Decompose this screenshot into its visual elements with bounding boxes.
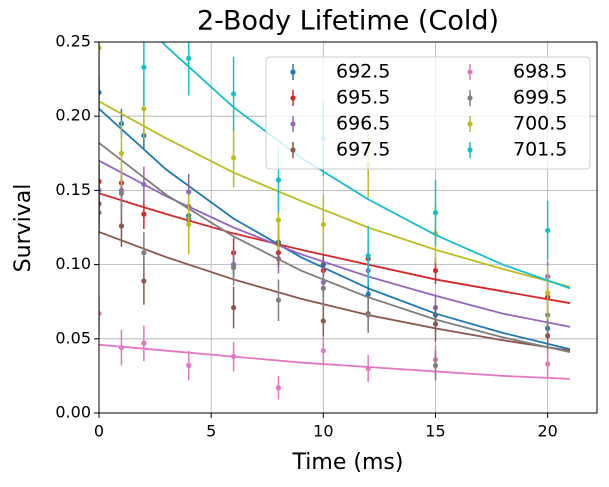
data-point <box>432 267 439 274</box>
legend-marker <box>467 95 473 101</box>
data-point <box>275 385 282 391</box>
data-point <box>275 177 282 183</box>
data-point <box>141 211 147 217</box>
fit-line <box>99 108 571 351</box>
data-point <box>141 250 147 256</box>
data-point <box>432 210 439 216</box>
legend-box <box>265 56 591 170</box>
data-point <box>545 361 551 367</box>
y-tick-label: 0.00 <box>55 403 91 422</box>
data-point <box>186 362 192 369</box>
legend-marker <box>467 69 473 75</box>
data-point <box>186 189 192 195</box>
axes-frame <box>98 41 598 414</box>
y-tick-label: 0.20 <box>55 106 91 125</box>
data-point <box>186 221 192 228</box>
legend-label: 695.5 <box>336 87 390 109</box>
x-tick-label: 0 <box>94 422 104 441</box>
data-point <box>365 253 371 259</box>
data-point <box>99 89 102 96</box>
legend-marker <box>467 121 473 127</box>
data-point <box>99 45 102 51</box>
data-point <box>320 285 326 291</box>
data-point <box>141 278 147 284</box>
y-tick-label: 0.25 <box>55 32 91 51</box>
data-point <box>141 64 147 70</box>
x-tick-label: 20 <box>537 422 557 441</box>
y-tick-label: 0.10 <box>55 254 91 273</box>
x-axis-label: Time (ms) <box>292 450 404 475</box>
data-point <box>432 362 439 369</box>
data-point <box>320 318 326 324</box>
fit-line <box>99 343 571 380</box>
data-point <box>275 297 282 303</box>
data-point <box>365 291 371 297</box>
data-point <box>230 305 237 311</box>
data-point <box>230 264 237 271</box>
legend-label: 697.5 <box>336 139 390 161</box>
y-tick-label: 0.05 <box>55 328 91 347</box>
data-point <box>230 91 237 97</box>
data-point <box>141 340 147 346</box>
data-point <box>99 210 102 216</box>
data-point <box>118 190 125 196</box>
legend-label: 700.5 <box>513 113 567 135</box>
data-point <box>365 312 371 318</box>
data-point <box>432 321 439 327</box>
fit-line <box>99 142 571 354</box>
legend-label: 701.5 <box>513 139 567 161</box>
legend-marker <box>290 95 296 101</box>
fit-line <box>160 42 571 290</box>
y-axis-label: Survival <box>11 184 36 273</box>
data-point <box>230 155 237 161</box>
fit-line <box>99 192 571 305</box>
data-point <box>186 55 192 61</box>
data-point <box>365 365 371 372</box>
data-point <box>275 217 282 223</box>
data-point <box>118 223 125 229</box>
data-point <box>320 348 326 354</box>
data-point <box>545 227 551 234</box>
y-tick-label: 0.15 <box>55 180 91 199</box>
data-point <box>141 181 147 188</box>
x-tick-label: 5 <box>206 422 216 441</box>
data-point <box>141 106 147 112</box>
legend-marker <box>290 121 296 127</box>
data-point <box>320 221 326 228</box>
x-tick-label: 10 <box>313 422 333 441</box>
legend-marker <box>467 147 473 153</box>
data-point <box>118 345 125 351</box>
x-tick-label: 15 <box>425 422 445 441</box>
axes: 0 5 10 15 20 0.00 0.05 0.10 0.15 0.20 0.25 <box>55 32 557 441</box>
chart-title: 2-Body Lifetime (Cold) <box>197 6 499 37</box>
data-point <box>99 310 102 317</box>
plot-area <box>99 42 571 400</box>
legend-label: 696.5 <box>336 113 390 135</box>
legend-marker <box>290 69 296 75</box>
fit-line <box>99 231 571 352</box>
legend-label: 698.5 <box>513 61 567 83</box>
data-point <box>230 354 237 360</box>
legend-marker <box>290 147 296 153</box>
fit-line <box>99 100 571 288</box>
data-point <box>545 333 551 339</box>
data-point <box>118 150 125 156</box>
fit-line <box>99 159 571 328</box>
data-point <box>545 290 551 296</box>
legend-label: 692.5 <box>336 61 390 83</box>
legend-label: 699.5 <box>513 87 567 109</box>
legend: 692.5 695.5 696.5 697.5 698.5 699.5 700.5 701.5 <box>265 56 591 170</box>
